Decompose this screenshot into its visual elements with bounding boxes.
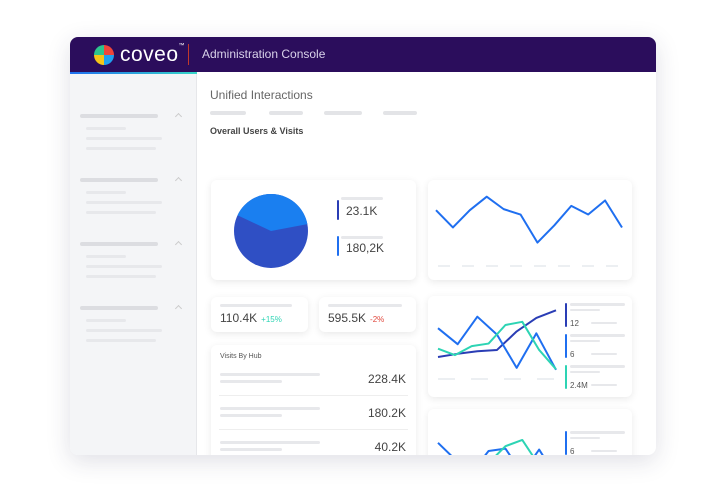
chevron-up-icon[interactable] (174, 112, 183, 121)
multi-line-card: 12 6 2.4M (428, 296, 632, 397)
coveo-logo-icon (94, 45, 114, 65)
pie-chart (234, 194, 308, 268)
legend-marker (337, 200, 339, 220)
label-placeholder (591, 353, 617, 355)
hub-visits-value: 40.2K (374, 440, 406, 454)
hub-visits-value: 180.2K (367, 406, 406, 420)
sidebar-item[interactable] (86, 147, 156, 150)
legend-value: 2.4M (570, 381, 588, 390)
hub-name-placeholder (220, 414, 282, 417)
legend-value: 6 (570, 447, 575, 455)
sidebar-item[interactable] (86, 211, 156, 214)
sidebar-item[interactable] (86, 319, 126, 322)
hub-visits-value: 228.4K (367, 372, 406, 386)
hub-name-placeholder (220, 448, 282, 451)
legend-marker (565, 431, 567, 455)
sidebar-item[interactable] (86, 265, 162, 268)
label-placeholder (570, 340, 600, 342)
trend-series-line (435, 195, 623, 244)
chevron-up-icon[interactable] (174, 304, 183, 313)
sidebar-item[interactable] (86, 201, 162, 204)
label-placeholder (591, 384, 617, 386)
sidebar-item[interactable] (86, 137, 162, 140)
series-line (495, 438, 534, 455)
label-placeholder (570, 365, 625, 368)
legend-value: 12 (570, 319, 579, 328)
legend-marker (565, 334, 567, 358)
sidebar-section[interactable] (80, 178, 158, 182)
header-bar: coveo™ Administration Console (70, 37, 656, 72)
kpi-card: 595.5K -2% (319, 297, 416, 332)
admin-console-window: coveo™ Administration Console Unified In… (70, 37, 656, 455)
sidebar-section[interactable] (80, 306, 158, 310)
trend-line-chart (435, 195, 623, 267)
visits-value: 180,2K (346, 241, 385, 255)
label-placeholder (591, 322, 617, 324)
section-title: Overall Users & Visits (210, 126, 304, 136)
legend-value: 6 (570, 350, 575, 359)
kpi-change: -2% (370, 315, 385, 324)
multi-line-chart (437, 309, 557, 380)
multi-line-card: 62.4M (428, 409, 632, 455)
label-placeholder (570, 334, 625, 337)
tab-placeholder[interactable] (269, 111, 303, 115)
series-line (437, 315, 557, 371)
hub-name-placeholder (220, 373, 320, 376)
sidebar-item[interactable] (86, 191, 126, 194)
sidebar-item[interactable] (86, 339, 156, 342)
card-title: Visits By Hub (220, 353, 262, 360)
main-content: Unified Interactions Overall Users & Vis… (197, 74, 656, 455)
accent-strip (70, 72, 197, 74)
sidebar-item[interactable] (86, 127, 126, 130)
hub-name-placeholder (220, 441, 320, 444)
tab-placeholder[interactable] (383, 111, 417, 115)
hub-name-placeholder (220, 407, 320, 410)
sidebar (70, 74, 197, 455)
sidebar-section[interactable] (80, 242, 158, 246)
chevron-up-icon[interactable] (174, 240, 183, 249)
sidebar-item[interactable] (86, 329, 162, 332)
label-placeholder (220, 304, 292, 307)
series-line (437, 442, 544, 455)
users-value: 23.1K (346, 204, 378, 218)
legend-marker (337, 236, 339, 256)
legend-marker (565, 365, 567, 389)
header-divider (188, 44, 189, 65)
kpi-change: +15% (261, 315, 282, 324)
trend-card (428, 180, 632, 280)
tab-placeholder[interactable] (210, 111, 246, 115)
label-placeholder (341, 197, 383, 200)
hub-name-placeholder (220, 380, 282, 383)
multi-line-chart (437, 438, 544, 455)
sidebar-item[interactable] (86, 255, 126, 258)
kpi-card: 110.4K +15% (211, 297, 308, 332)
page-title: Unified Interactions (210, 88, 313, 102)
console-title: Administration Console (202, 47, 326, 61)
row-divider (219, 395, 408, 396)
label-placeholder (341, 236, 383, 239)
label-placeholder (570, 303, 625, 306)
pie-card: 23.1K 180,2K (211, 180, 416, 280)
row-divider (219, 429, 408, 430)
label-placeholder (570, 371, 600, 373)
label-placeholder (328, 304, 402, 307)
label-placeholder (570, 309, 600, 311)
tab-placeholder[interactable] (324, 111, 362, 115)
chevron-up-icon[interactable] (174, 176, 183, 185)
kpi-value: 595.5K (328, 311, 367, 325)
label-placeholder (591, 450, 617, 452)
kpi-value: 110.4K (220, 311, 258, 325)
sidebar-item[interactable] (86, 275, 156, 278)
legend-marker (565, 303, 567, 327)
pie-slice-users (237, 194, 308, 231)
label-placeholder (570, 431, 625, 434)
brand-name[interactable]: coveo™ (120, 43, 186, 66)
label-placeholder (570, 437, 600, 439)
sidebar-section[interactable] (80, 114, 158, 118)
series-line (437, 320, 557, 370)
